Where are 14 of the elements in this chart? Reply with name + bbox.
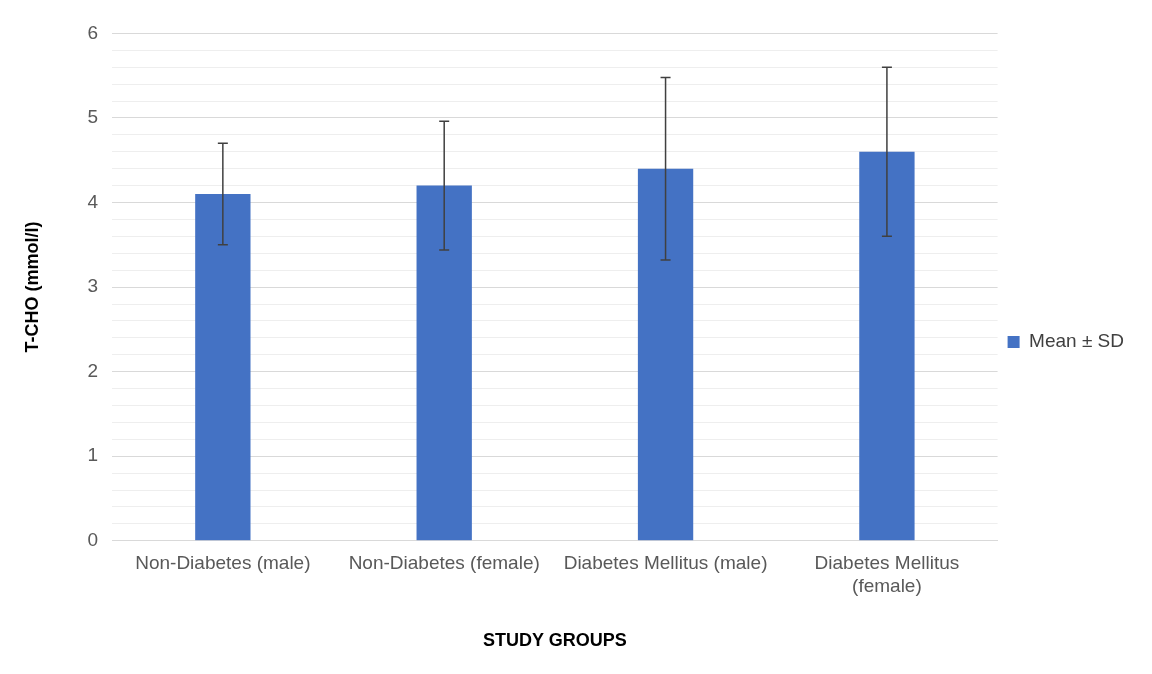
legend-label: Mean ± SD (1029, 330, 1125, 352)
x-tick-label: Non-Diabetes (male) (135, 552, 311, 574)
y-tick-label: 2 (87, 359, 99, 381)
y-tick-label: 0 (87, 529, 99, 551)
y-tick-label: 3 (87, 275, 99, 297)
y-tick-label: 5 (87, 106, 99, 128)
x-axis-title: STUDY GROUPS (483, 630, 627, 651)
y-tick-label: 1 (87, 444, 99, 466)
x-tick-label: Non-Diabetes (female) (348, 552, 540, 574)
y-tick-label: 6 (87, 21, 99, 43)
y-tick-label: 4 (87, 190, 99, 212)
y-axis-title: T-CHO (mmol/l) (21, 221, 42, 353)
x-tick-label: Diabetes Mellitus (male) (563, 552, 768, 574)
x-tick-label: Diabetes Mellitus (female) (814, 552, 960, 597)
